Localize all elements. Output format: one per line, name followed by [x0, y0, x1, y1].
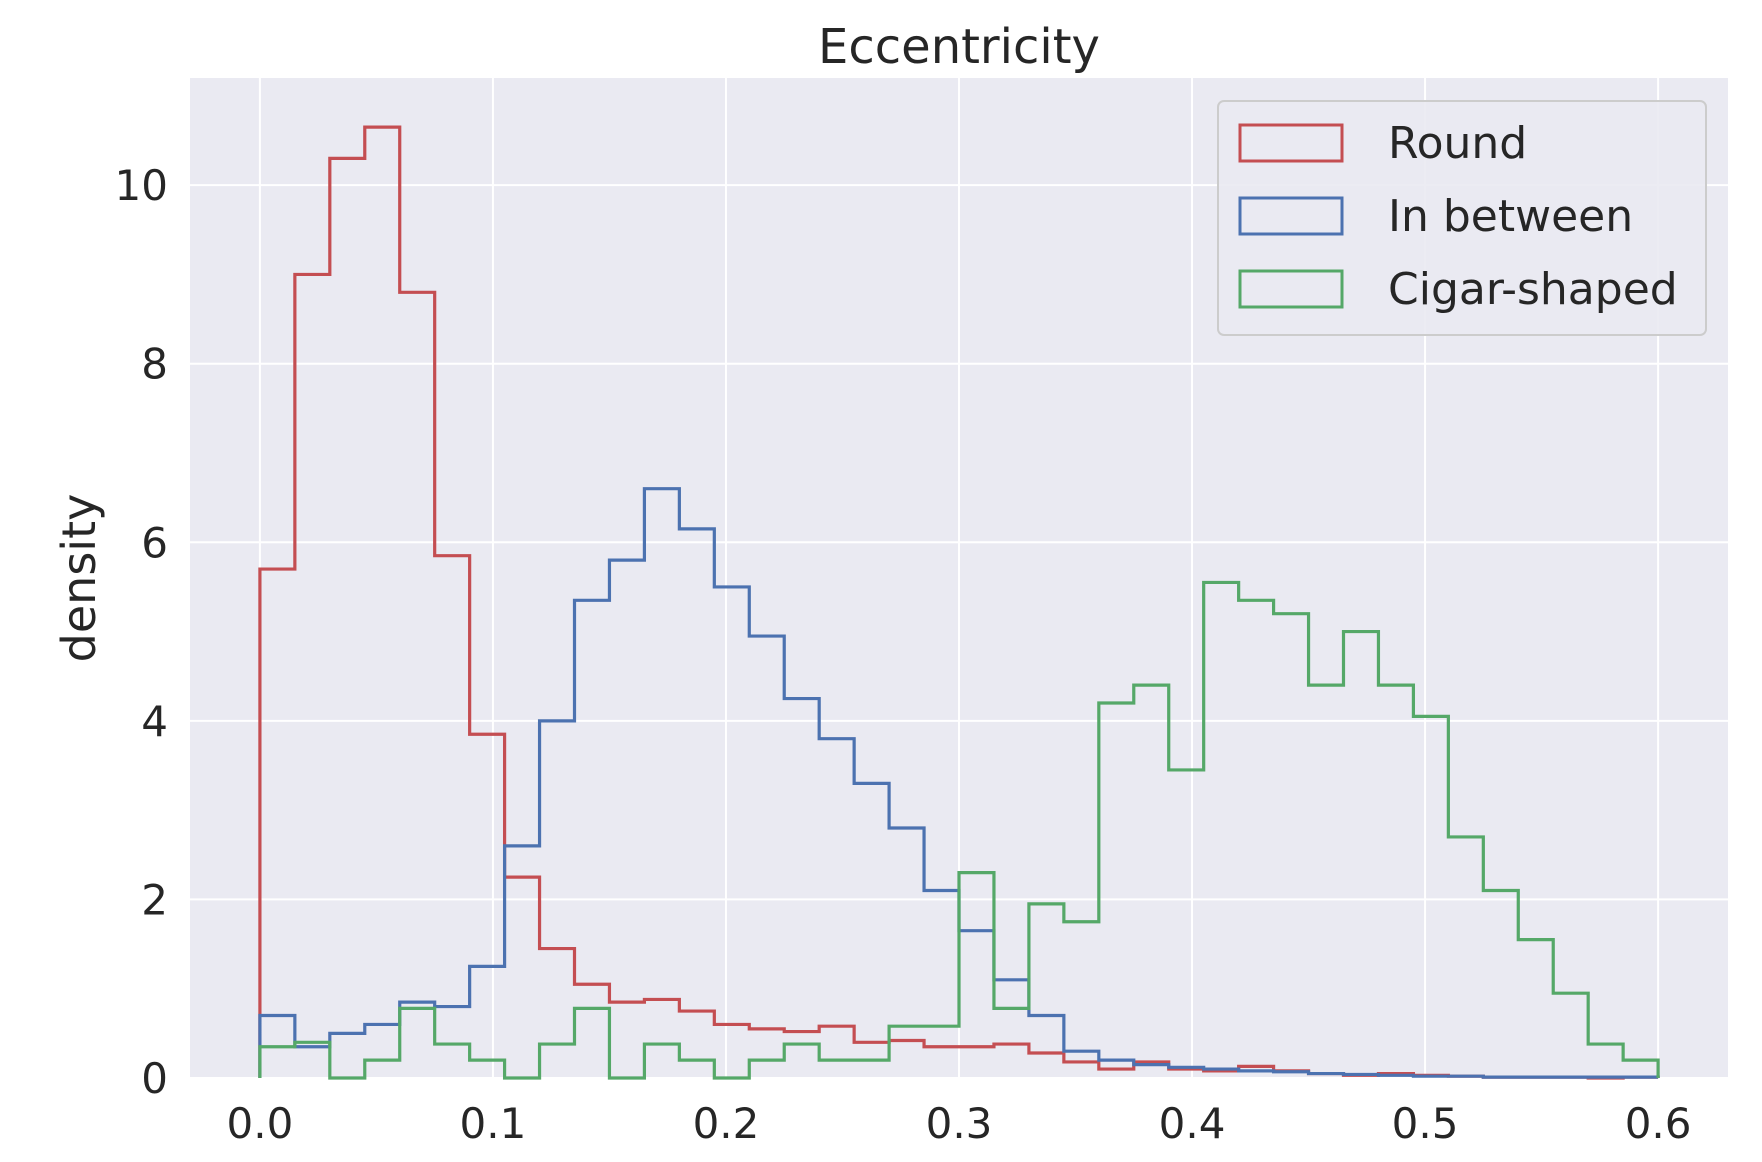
x-tick-label: 0.2	[693, 1099, 760, 1148]
histogram-bin	[1204, 582, 1239, 1078]
histogram-step-line	[258, 125, 1660, 1080]
x-tick-labels: 0.0 0.1 0.2 0.3 0.4 0.5 0.6	[227, 1099, 1692, 1148]
histogram-bin	[1309, 685, 1344, 1078]
histogram-bin	[1099, 703, 1134, 1078]
y-tick-label: 2	[141, 875, 168, 924]
x-tick-label: 0.6	[1625, 1099, 1692, 1148]
histogram-bin	[365, 1060, 400, 1078]
series-in-between	[258, 487, 1660, 1079]
histogram-bin	[540, 721, 575, 1078]
x-tick-label: 0.0	[227, 1099, 294, 1148]
histogram-bin	[470, 1060, 505, 1078]
legend-label: In between	[1388, 191, 1633, 242]
histogram-bin	[1029, 904, 1064, 1078]
histogram-bin	[854, 783, 889, 1078]
histogram-bin	[260, 1047, 295, 1078]
histogram-bin	[1483, 891, 1518, 1079]
y-tick-label: 6	[141, 518, 168, 567]
histogram-step-line	[258, 580, 1660, 1080]
legend-label: Round	[1388, 118, 1527, 169]
histogram-bin	[1448, 837, 1483, 1078]
histogram-bin	[330, 1033, 365, 1078]
histogram-bin	[784, 699, 819, 1078]
histogram-bin	[1239, 600, 1274, 1078]
y-tick-label: 8	[141, 340, 168, 389]
legend-swatch	[1238, 196, 1344, 236]
histogram-bin	[889, 1026, 924, 1078]
histogram-bin	[505, 846, 540, 1078]
histogram-bin	[400, 1008, 435, 1078]
legend-label: Cigar-shaped	[1388, 264, 1678, 315]
histogram-bin	[1553, 993, 1588, 1078]
histogram-bin	[959, 873, 994, 1078]
histogram-bin	[400, 292, 435, 1078]
y-tick-label: 0	[141, 1054, 168, 1103]
y-axis-label: density	[52, 494, 106, 663]
histogram-step-line	[258, 487, 1660, 1079]
histogram-bin	[644, 1044, 679, 1078]
histogram-bin	[679, 529, 714, 1078]
histogram-bin	[819, 739, 854, 1078]
histogram-bin	[330, 158, 365, 1078]
histogram-bin	[1274, 614, 1309, 1078]
histogram-bin	[365, 127, 400, 1078]
histogram-bin	[784, 1044, 819, 1078]
histogram-bin	[924, 1026, 959, 1078]
histogram-bin	[854, 1060, 889, 1078]
x-tick-label: 0.4	[1159, 1099, 1226, 1148]
histogram-bin	[575, 1008, 610, 1078]
histogram-bin	[1518, 940, 1553, 1078]
histogram-bin	[1134, 685, 1169, 1078]
histogram-bin	[749, 1060, 784, 1078]
grid	[190, 78, 1728, 1079]
histogram-bin	[1378, 685, 1413, 1078]
histogram-bin	[1344, 632, 1379, 1078]
histogram-bin	[644, 489, 679, 1078]
histogram-bin	[435, 1044, 470, 1078]
series-round	[258, 125, 1660, 1080]
histogram-bin	[749, 636, 784, 1078]
histogram-bin	[540, 1044, 575, 1078]
histogram-bin	[1169, 770, 1204, 1078]
series-layer	[258, 125, 1660, 1080]
histogram-bin	[994, 1008, 1029, 1078]
y-tick-label: 10	[115, 161, 168, 210]
histogram-bin	[1588, 1044, 1623, 1078]
histogram-bin	[295, 1042, 330, 1078]
x-tick-label: 0.3	[926, 1099, 993, 1148]
series-cigar-shaped	[258, 580, 1660, 1080]
histogram-bin	[435, 556, 470, 1078]
x-tick-label: 0.5	[1392, 1099, 1459, 1148]
legend: Round In between Cigar-shaped	[1217, 100, 1707, 336]
histogram-bin	[295, 274, 330, 1078]
histogram-bin	[714, 587, 749, 1078]
histogram-bin	[1623, 1060, 1658, 1078]
histogram-bin	[1064, 922, 1099, 1078]
y-tick-labels: 0 2 4 6 8 10	[115, 161, 168, 1103]
y-tick-label: 4	[141, 697, 168, 746]
histogram-bin	[575, 600, 610, 1078]
histogram-bin	[1413, 716, 1448, 1078]
legend-swatch	[1238, 123, 1344, 163]
histogram-bin	[609, 560, 644, 1078]
histogram-bin	[679, 1060, 714, 1078]
histogram-bin	[260, 569, 295, 1078]
chart-title: Eccentricity	[818, 19, 1100, 75]
legend-swatch	[1238, 269, 1344, 309]
x-tick-label: 0.1	[460, 1099, 527, 1148]
histogram-bin	[819, 1060, 854, 1078]
